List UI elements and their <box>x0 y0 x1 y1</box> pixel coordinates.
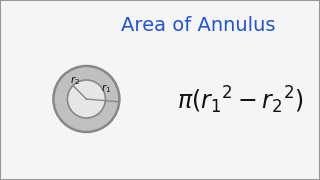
Circle shape <box>53 66 119 132</box>
Text: $\pi(r_1{}^2 - r_2{}^2)$: $\pi(r_1{}^2 - r_2{}^2)$ <box>177 85 303 116</box>
Circle shape <box>68 80 105 118</box>
Text: Area of Annulus: Area of Annulus <box>121 16 276 35</box>
Text: $r_2$: $r_2$ <box>70 74 80 87</box>
Text: $r_1$: $r_1$ <box>101 82 111 95</box>
